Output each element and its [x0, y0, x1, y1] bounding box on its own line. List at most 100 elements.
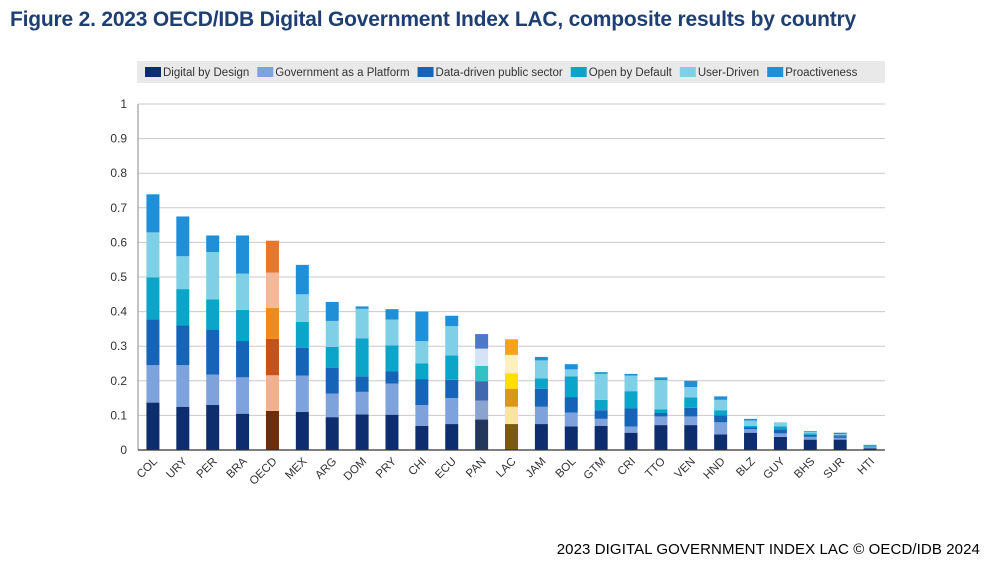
bar-segment-ury-government-as-a-platform — [176, 365, 190, 407]
bar-segment-gtm-government-as-a-platform — [594, 418, 608, 426]
bar-segment-dom-proactiveness — [355, 306, 369, 309]
x-tick-label-bhs: BHS — [792, 455, 817, 480]
bar-segment-bol-data-driven-public-sector — [564, 397, 578, 413]
x-tick-label-arg: ARG — [313, 456, 339, 482]
x-tick-label-bra: BRA — [224, 455, 249, 480]
bar-segment-hnd-government-as-a-platform — [714, 422, 728, 435]
x-tick-label-per: PER — [195, 456, 220, 481]
bar-segment-gtm-user-driven — [594, 373, 608, 400]
x-tick-label-gtm: GTM — [582, 456, 609, 483]
y-tick-label: 0.4 — [110, 305, 127, 319]
x-tick-label-sur: SUR — [822, 456, 848, 482]
bar-segment-tto-proactiveness — [654, 377, 668, 381]
bar-segment-per-proactiveness — [206, 235, 220, 253]
bar-segment-hnd-digital-by-design — [714, 434, 728, 450]
bar-segment-sur-open-by-default — [833, 434, 847, 437]
y-tick-label: 0.5 — [110, 270, 127, 284]
x-tick-label-cri: CRI — [616, 456, 638, 478]
x-tick-label-hnd: HND — [702, 456, 728, 482]
bar-segment-pan-user-driven — [475, 348, 489, 366]
bar-segment-pan-digital-by-design — [475, 419, 489, 450]
bar-segment-bhs-proactiveness — [803, 430, 817, 432]
bar-segment-chi-government-as-a-platform — [415, 405, 429, 426]
bar-segment-ven-data-driven-public-sector — [684, 407, 698, 417]
x-tick-label-ecu: ECU — [433, 456, 459, 482]
bar-segment-cri-digital-by-design — [624, 432, 638, 450]
bar-segment-ury-data-driven-public-sector — [176, 325, 190, 366]
bar-segment-pan-proactiveness — [475, 334, 489, 349]
bar-segment-dom-digital-by-design — [355, 414, 369, 450]
bar-segment-blz-data-driven-public-sector — [744, 427, 758, 430]
bar-segment-blz-open-by-default — [744, 425, 758, 428]
bar-segment-bol-user-driven — [564, 369, 578, 377]
bar-segment-sur-proactiveness — [833, 432, 847, 435]
bar-segment-col-user-driven — [146, 232, 160, 278]
bar-segment-ven-user-driven — [684, 387, 698, 398]
bar-segment-chi-user-driven — [415, 341, 429, 364]
bar-segment-dom-data-driven-public-sector — [355, 376, 369, 392]
bar-segment-chi-proactiveness — [415, 311, 429, 342]
bar-hti — [863, 444, 877, 450]
x-tick-label-oecd: OECD — [248, 456, 280, 488]
bar-segment-jam-data-driven-public-sector — [534, 388, 548, 407]
x-tick-label-ven: VEN — [673, 456, 698, 481]
legend-label-user-driven: User-Driven — [698, 67, 759, 79]
bar-bra — [236, 235, 250, 450]
y-tick-label: 0.7 — [110, 201, 127, 215]
legend-label-digital-by-design: Digital by Design — [163, 67, 249, 79]
bar-segment-cri-data-driven-public-sector — [624, 408, 638, 427]
bar-segment-ury-proactiveness — [176, 216, 190, 257]
bar-segment-blz-digital-by-design — [744, 432, 758, 450]
bar-segment-cri-proactiveness — [624, 373, 638, 376]
bar-tto — [654, 377, 668, 450]
bar-segment-dom-government-as-a-platform — [355, 391, 369, 415]
bar-bhs — [803, 430, 817, 450]
bar-segment-sur-user-driven — [833, 434, 847, 435]
bar-segment-gtm-digital-by-design — [594, 425, 608, 450]
bar-segment-hti-government-as-a-platform — [863, 447, 877, 449]
y-tick-label: 0 — [120, 443, 127, 457]
figure-title: Figure 2. 2023 OECD/IDB Digital Governme… — [10, 8, 856, 31]
bar-segment-sur-government-as-a-platform — [833, 437, 847, 440]
bar-segment-bol-digital-by-design — [564, 426, 578, 450]
bar-segment-tto-government-as-a-platform — [654, 416, 668, 426]
bar-segment-pan-government-as-a-platform — [475, 400, 489, 420]
bar-segment-bra-government-as-a-platform — [236, 377, 250, 414]
bar-segment-jam-digital-by-design — [534, 424, 548, 450]
bar-segment-hnd-open-by-default — [714, 410, 728, 416]
bar-guy — [773, 422, 787, 450]
bar-mex — [295, 264, 309, 450]
legend-swatch-open-by-default — [570, 67, 587, 77]
bar-segment-bra-digital-by-design — [236, 413, 250, 450]
legend-swatch-government-as-a-platform — [257, 67, 274, 77]
bar-ecu — [445, 315, 459, 450]
bar-segment-lac-open-by-default — [505, 373, 518, 389]
bar-hnd — [714, 396, 728, 450]
bar-gtm — [594, 372, 608, 450]
y-tick-label: 0.3 — [110, 339, 127, 353]
x-tick-label-jam: JAM — [524, 456, 549, 481]
bar-segment-col-digital-by-design — [146, 402, 160, 450]
bar-segment-oecd-proactiveness — [265, 240, 279, 273]
legend-swatch-proactiveness — [767, 67, 784, 77]
y-tick-label: 0.1 — [110, 408, 127, 422]
bar-segment-bol-government-as-a-platform — [564, 412, 578, 427]
bar-segment-mex-data-driven-public-sector — [295, 347, 309, 376]
y-tick-label: 0.6 — [110, 235, 127, 249]
bar-segment-guy-government-as-a-platform — [773, 433, 787, 437]
bar-segment-blz-proactiveness — [744, 418, 758, 421]
bar-segment-jam-government-as-a-platform — [534, 406, 548, 425]
bar-segment-hnd-proactiveness — [714, 396, 728, 400]
bar-segment-jam-user-driven — [534, 360, 548, 379]
bar-segment-bra-open-by-default — [236, 309, 250, 342]
bar-segment-blz-user-driven — [744, 420, 758, 426]
x-tick-label-mex: MEX — [283, 455, 309, 481]
bar-segment-hti-digital-by-design — [863, 448, 877, 450]
bar-segment-bhs-user-driven — [803, 431, 817, 434]
bar-segment-oecd-digital-by-design — [265, 410, 279, 450]
y-tick-label: 0.9 — [110, 132, 127, 146]
bar-segment-chi-open-by-default — [415, 363, 429, 380]
legend: Digital by Design Government as a Platfor… — [137, 61, 885, 83]
